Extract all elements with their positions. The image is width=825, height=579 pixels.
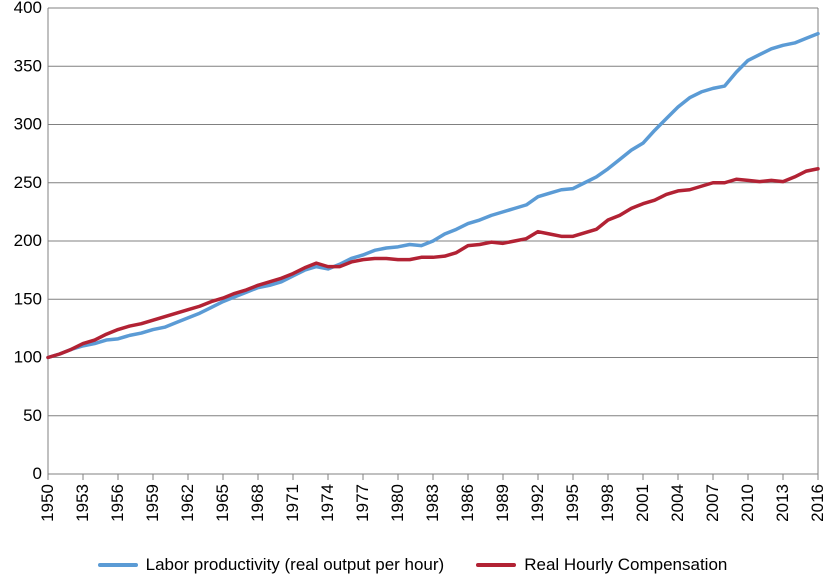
legend-item-labor_productivity: Labor productivity (real output per hour… [98,555,445,575]
y-tick-label: 50 [23,406,42,425]
x-tick-label: 2010 [738,484,757,522]
legend-label: Real Hourly Compensation [524,555,727,575]
legend-swatch [476,563,516,567]
x-tick-label: 2016 [808,484,825,522]
y-tick-label: 150 [14,289,42,308]
x-tick-label: 2001 [633,484,652,522]
y-tick-label: 0 [33,464,42,483]
x-tick-label: 1950 [38,484,57,522]
x-tick-label: 2004 [668,484,687,522]
x-tick-label: 2013 [773,484,792,522]
y-tick-label: 350 [14,56,42,75]
x-tick-label: 1953 [73,484,92,522]
x-tick-label: 1986 [458,484,477,522]
x-tick-label: 1989 [493,484,512,522]
x-tick-label: 1992 [528,484,547,522]
x-tick-label: 1983 [423,484,442,522]
productivity-compensation-chart: 0 50 100 150 200 250 300 350 400 1950 1953 1956 1959… [0,0,825,579]
y-tick-label: 250 [14,173,42,192]
x-tick-label: 1959 [143,484,162,522]
y-tick-label: 300 [14,115,42,134]
legend-item-real_hourly_compensation: Real Hourly Compensation [476,555,727,575]
x-tick-label: 1968 [248,484,267,522]
x-tick-label: 1956 [108,484,127,522]
y-tick-label: 200 [14,231,42,250]
y-tick-label: 100 [14,348,42,367]
chart-legend: Labor productivity (real output per hour… [0,555,825,575]
x-tick-label: 1977 [353,484,372,522]
chart-svg: 0 50 100 150 200 250 300 350 400 1950 1953 1956 1959… [0,0,825,579]
legend-swatch [98,563,138,567]
legend-label: Labor productivity (real output per hour… [146,555,445,575]
x-tick-label: 1995 [563,484,582,522]
x-tick-label: 1980 [388,484,407,522]
x-tick-label: 1974 [318,484,337,522]
y-tick-label: 400 [14,0,42,17]
x-tick-label: 1962 [178,484,197,522]
x-tick-label: 1971 [283,484,302,522]
x-tick-label: 1998 [598,484,617,522]
x-tick-label: 1965 [213,484,232,522]
x-tick-label: 2007 [703,484,722,522]
